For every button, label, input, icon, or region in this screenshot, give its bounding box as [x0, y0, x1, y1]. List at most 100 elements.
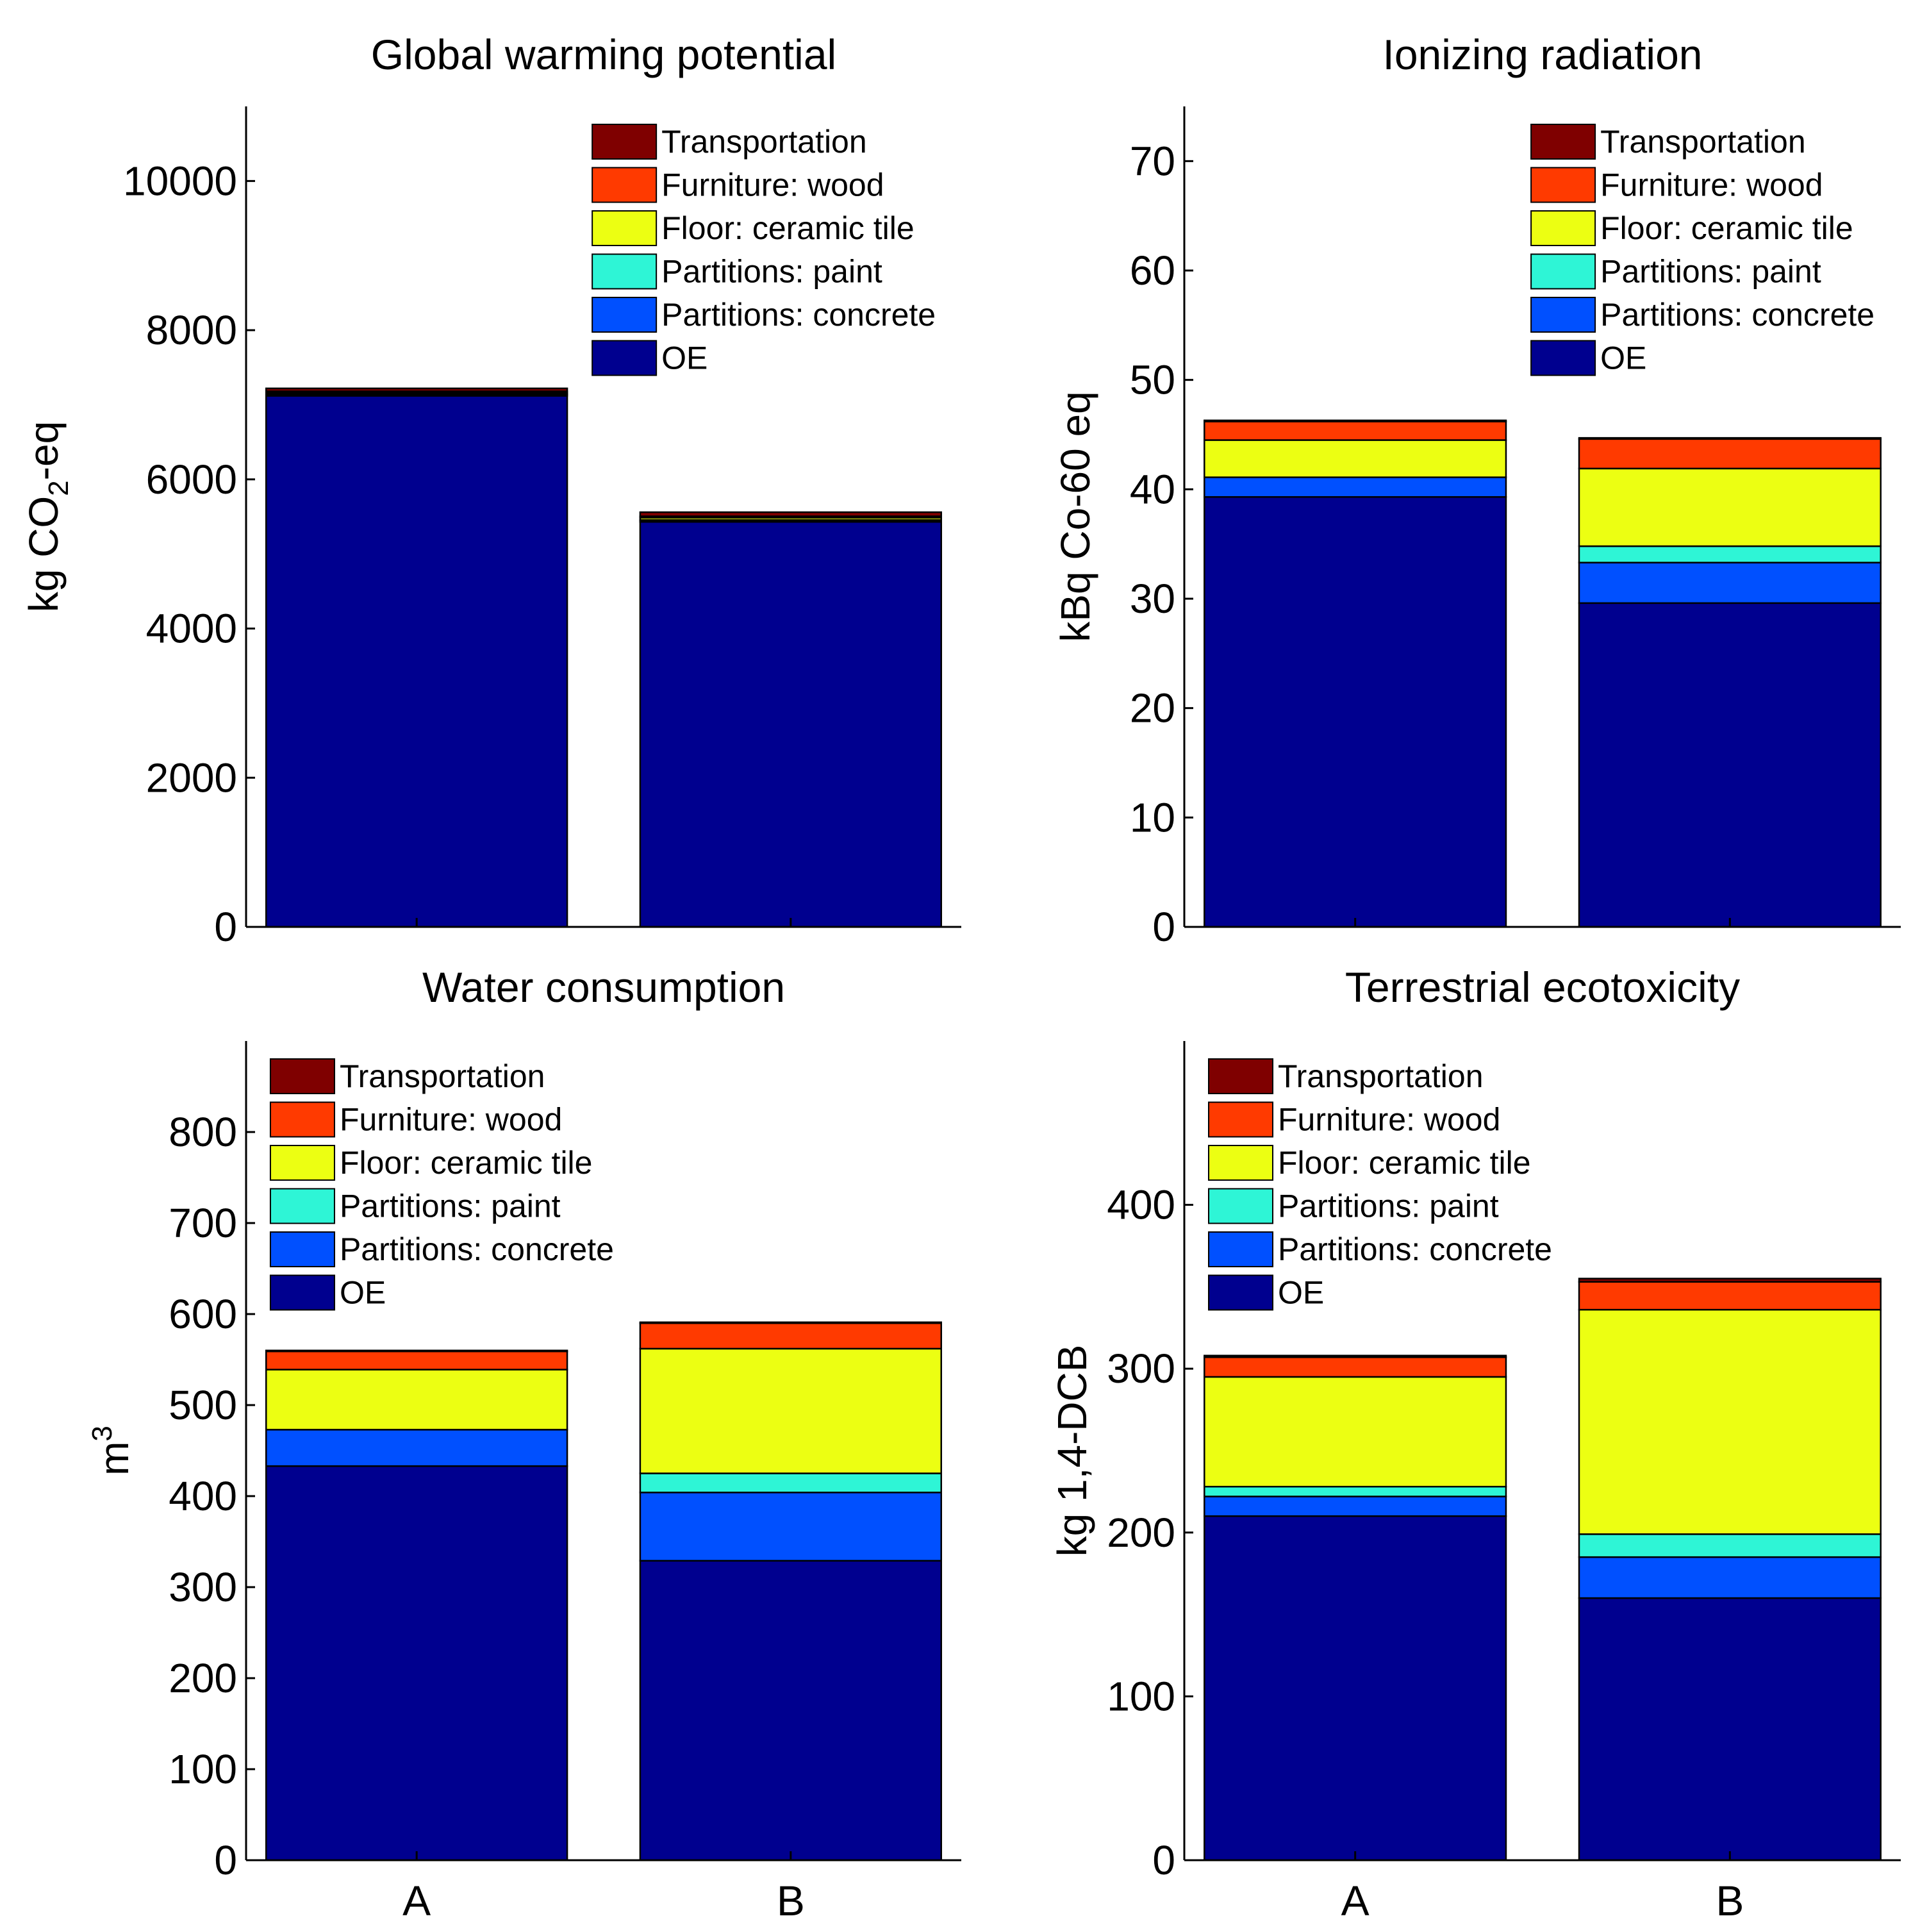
bar-segment-floor-ceramic-tile-a — [265, 1369, 568, 1431]
y-tick-label: 400 — [169, 1473, 237, 1519]
y-tick-label: 100 — [169, 1746, 237, 1792]
legend-label-floor-ceramic-tile: Floor: ceramic tile — [661, 210, 914, 246]
y-tick-label: 0 — [1152, 904, 1175, 950]
bar-segment-partitions-concrete-a — [1204, 476, 1507, 498]
legend-swatch-furniture-wood — [1208, 1101, 1274, 1138]
bar-segment-partitions-paint-b — [1578, 1533, 1882, 1558]
bar-segment-floor-ceramic-tile-b — [639, 1347, 943, 1474]
y-tick-label: 400 — [1107, 1182, 1175, 1228]
legend-label-partitions-concrete: Partitions: concrete — [661, 297, 936, 333]
y-tick-label: 0 — [1152, 1837, 1175, 1883]
bar-segment-oe-a — [265, 395, 568, 928]
bar-segment-partitions-paint-b — [1578, 545, 1882, 563]
bar-segment-furniture-wood-b — [1578, 438, 1882, 470]
legend-label-furniture-wood: Furniture: wood — [661, 167, 884, 203]
y-tick-label: 10000 — [123, 158, 237, 204]
legend-swatch-floor-ceramic-tile — [269, 1145, 335, 1181]
legend-swatch-partitions-paint — [592, 253, 658, 290]
x-tick-label: A — [402, 1877, 431, 1924]
bar-segment-oe-b — [639, 520, 943, 928]
bar-segment-furniture-wood-b — [1578, 1281, 1882, 1311]
bar-segment-partitions-paint-a — [1204, 1485, 1507, 1497]
legend-label-transportation: Transportation — [340, 1058, 545, 1094]
bar-segment-oe-a — [1204, 1515, 1507, 1861]
legend-swatch-partitions-paint — [1208, 1188, 1274, 1224]
legend-swatch-furniture-wood — [269, 1101, 335, 1138]
y-tick-label: 50 — [1130, 357, 1175, 403]
legend-label-oe: OE — [1278, 1275, 1324, 1311]
y-tick-label: 4000 — [146, 606, 237, 652]
bar-segment-floor-ceramic-tile-b — [1578, 467, 1882, 547]
y-tick-label: 700 — [169, 1200, 237, 1246]
legend-label-furniture-wood: Furniture: wood — [1600, 167, 1823, 203]
bar-segment-furniture-wood-a — [265, 1350, 568, 1370]
chart-legend: Transportation Furniture: wood Floor: cera… — [269, 1058, 614, 1311]
legend-label-oe: OE — [661, 340, 708, 376]
chart-title: Water consumption — [422, 963, 785, 1011]
chart-legend: Transportation Furniture: wood Floor: cera… — [592, 124, 936, 376]
legend-swatch-oe — [592, 340, 658, 376]
y-axis-label: kg 1,4-DCB — [1049, 1345, 1095, 1557]
bar-segment-partitions-concrete-b — [1578, 1556, 1882, 1599]
legend-swatch-furniture-wood — [592, 167, 658, 203]
y-tick-label: 6000 — [146, 456, 237, 503]
legend-swatch-partitions-concrete — [1530, 297, 1596, 333]
legend-label-transportation: Transportation — [1600, 124, 1806, 160]
legend-label-transportation: Transportation — [661, 124, 867, 160]
legend-label-floor-ceramic-tile: Floor: ceramic tile — [1278, 1145, 1531, 1181]
bar-segment-transportation-b — [1578, 437, 1882, 440]
legend-swatch-partitions-concrete — [269, 1231, 335, 1267]
y-tick-label: 100 — [1107, 1673, 1175, 1719]
x-tick-label: B — [777, 1877, 805, 1924]
bar-segment-transportation-b — [1578, 1278, 1882, 1283]
chart-panel-terrestrial-ecotoxicity: Terrestrial ecotoxicity 0 100 200 300 400 A Bkg… — [1049, 963, 1901, 1924]
y-tick-label: 200 — [1107, 1510, 1175, 1556]
legend-swatch-partitions-concrete — [1208, 1231, 1274, 1267]
y-axis-label: kBq Co-60 eq — [1052, 391, 1098, 642]
legend-swatch-floor-ceramic-tile — [1530, 210, 1596, 246]
legend-swatch-transportation — [1208, 1058, 1274, 1094]
legend-swatch-floor-ceramic-tile — [1208, 1145, 1274, 1181]
legend-swatch-oe — [269, 1274, 335, 1311]
y-tick-label: 600 — [169, 1291, 237, 1337]
bar-segment-transportation-a — [1204, 1354, 1507, 1358]
chart-title: Terrestrial ecotoxicity — [1345, 963, 1740, 1011]
chart-panel-global-warming-potential: Global warming potential 0 2000 4000 6000 800… — [21, 31, 961, 950]
y-tick-label: 30 — [1130, 576, 1175, 622]
legend-swatch-transportation — [269, 1058, 335, 1094]
legend-label-transportation: Transportation — [1278, 1058, 1484, 1094]
legend-label-partitions-paint: Partitions: paint — [340, 1188, 561, 1224]
legend-label-partitions-concrete: Partitions: concrete — [340, 1231, 614, 1267]
legend-swatch-partitions-paint — [269, 1188, 335, 1224]
bar-segment-floor-ceramic-tile-a — [1204, 439, 1507, 478]
legend-label-floor-ceramic-tile: Floor: ceramic tile — [1600, 210, 1853, 246]
y-tick-label: 2000 — [146, 754, 237, 801]
y-tick-label: 10 — [1130, 794, 1175, 840]
bar-segment-furniture-wood-a — [1204, 1356, 1507, 1378]
legend-swatch-partitions-concrete — [592, 297, 658, 333]
bar-segment-transportation-a — [1204, 419, 1507, 422]
legend-label-floor-ceramic-tile: Floor: ceramic tile — [340, 1145, 593, 1181]
legend-label-furniture-wood: Furniture: wood — [1278, 1102, 1500, 1138]
legend-swatch-transportation — [1530, 124, 1596, 160]
y-tick-label: 500 — [169, 1382, 237, 1428]
bar-segment-transportation-b — [639, 511, 943, 517]
y-tick-label: 0 — [214, 904, 237, 950]
y-axis-label: m3 — [87, 1426, 137, 1476]
y-axis-label: kg CO2-eq — [21, 421, 74, 612]
legend-label-furniture-wood: Furniture: wood — [340, 1102, 562, 1138]
y-tick-label: 20 — [1130, 685, 1175, 731]
y-tick-label: 300 — [1107, 1345, 1175, 1392]
bar-segment-oe-b — [639, 1560, 943, 1861]
x-tick-label: B — [1716, 1877, 1744, 1924]
bar-segment-oe-b — [1578, 602, 1882, 928]
bar-segment-oe-a — [265, 1465, 568, 1861]
legend-swatch-partitions-paint — [1530, 253, 1596, 290]
y-tick-label: 40 — [1130, 466, 1175, 512]
y-tick-label: 8000 — [146, 307, 237, 353]
y-tick-label: 200 — [169, 1655, 237, 1701]
bar-segment-transportation-b — [639, 1321, 943, 1324]
bar-segment-partitions-concrete-a — [265, 1429, 568, 1467]
chart-legend: Transportation Furniture: wood Floor: cera… — [1208, 1058, 1552, 1311]
bar-segment-partitions-concrete-b — [1578, 562, 1882, 604]
